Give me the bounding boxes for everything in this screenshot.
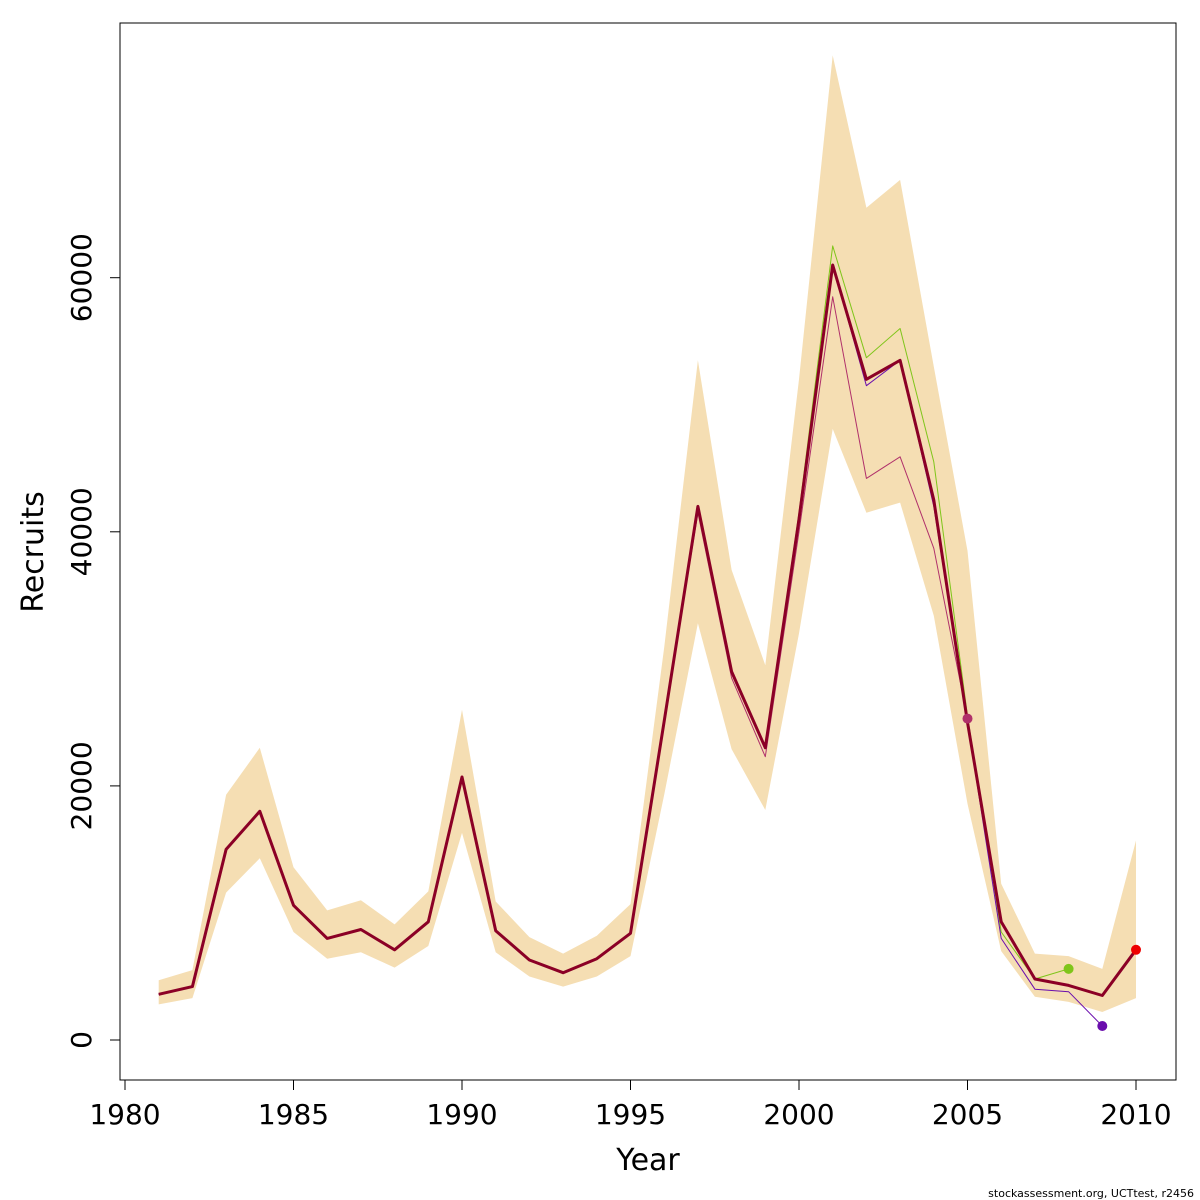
y-tick-label: 0 bbox=[65, 1031, 98, 1049]
series-endpoints-layer bbox=[962, 713, 1141, 1032]
series-line-0 bbox=[158, 263, 1138, 997]
x-tick-label: 1985 bbox=[258, 1098, 329, 1131]
x-axis: 1980 1985 1990 1995 2000 2005 2010 bbox=[89, 1079, 1172, 1131]
credit-label: stockassessment.org, UCTtest, r2456 bbox=[988, 1187, 1194, 1200]
y-tick-label: 20000 bbox=[65, 741, 98, 830]
confidence-band bbox=[158, 55, 1136, 1012]
x-tick-label: 1990 bbox=[426, 1098, 497, 1131]
series-endpoint-1 bbox=[1063, 963, 1074, 974]
final-point bbox=[1131, 944, 1141, 955]
y-tick-label: 60000 bbox=[65, 233, 98, 322]
y-axis-title: Recruits bbox=[16, 491, 51, 613]
x-tick-label: 2005 bbox=[932, 1098, 1003, 1131]
series-endpoint-3 bbox=[962, 713, 973, 724]
confidence-band-layer bbox=[158, 55, 1136, 1012]
y-axis: 0 20000 40000 60000 bbox=[65, 233, 121, 1049]
x-tick-label: 1980 bbox=[89, 1098, 160, 1131]
x-axis-title: Year bbox=[615, 1143, 680, 1178]
series-endpoint-2 bbox=[1097, 1021, 1108, 1032]
x-tick-label: 1995 bbox=[595, 1098, 666, 1131]
x-tick-label: 2010 bbox=[1100, 1098, 1171, 1131]
series-lines-layer bbox=[158, 245, 1138, 1027]
y-tick-label: 40000 bbox=[65, 487, 98, 576]
x-tick-label: 2000 bbox=[763, 1098, 834, 1131]
